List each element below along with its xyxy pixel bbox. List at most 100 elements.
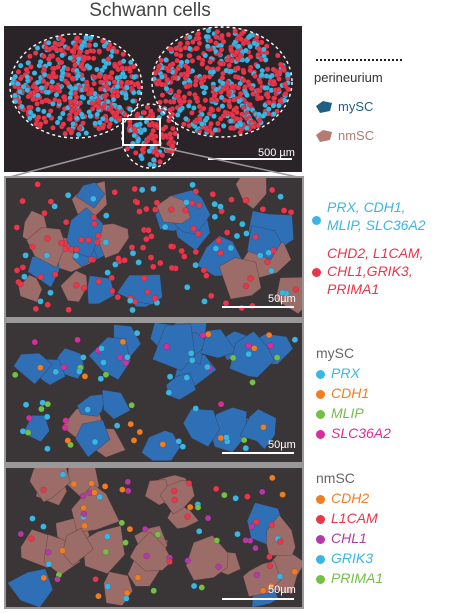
panel3-legend-item: L1CAM [316, 510, 383, 526]
transcript-dot [259, 206, 267, 213]
perineurium-label: perineurium [314, 70, 383, 85]
transcript-dot [17, 280, 24, 288]
cell-dot [262, 56, 269, 63]
cell-dot [177, 107, 184, 113]
cell-dot [202, 84, 209, 91]
transcript-dot [242, 282, 250, 290]
panel-nmsc-image: 50µm [6, 468, 302, 607]
cell-dot [169, 143, 176, 149]
overview-scale-bar [208, 158, 292, 160]
cell-dot [163, 85, 170, 92]
transcript-dot [268, 186, 276, 194]
cell-dot [189, 110, 195, 116]
cell-dot [122, 111, 128, 118]
cell-dot [71, 98, 78, 105]
transcript-dot [44, 400, 51, 408]
cell-dot [67, 116, 73, 122]
transcript-dot [104, 269, 111, 276]
cell-dot [193, 45, 199, 52]
cell-dot [235, 85, 242, 91]
transcript-dot [130, 437, 138, 444]
transcript-dot [268, 521, 275, 529]
cell-dot [78, 63, 84, 70]
cell-dot [218, 94, 225, 101]
transcript-dot [51, 203, 58, 210]
transcript-dot [249, 302, 256, 310]
panel2-gene-label: CDH1 [331, 385, 370, 401]
cell-dot [178, 71, 185, 78]
cell-dot [55, 64, 62, 70]
transcript-dot [150, 185, 157, 193]
cell-dot [247, 67, 253, 74]
cell-dot [238, 36, 244, 42]
cell-dot [258, 95, 265, 101]
cell-dot [183, 115, 189, 122]
nmsc-legend-item: nmSC [314, 128, 404, 143]
cell-dot [244, 92, 250, 98]
cell-dot [83, 86, 89, 93]
cell-segment [29, 468, 71, 503]
cell-dot [57, 47, 64, 53]
cell-dot [86, 64, 93, 71]
cell-dot [135, 138, 141, 144]
cell-dot [170, 99, 177, 105]
panel3-gene-label: GRIK3 [331, 550, 374, 566]
cell-dot [220, 123, 227, 129]
transcript-dot [92, 576, 99, 583]
transcript-dot [76, 368, 83, 375]
transcript-dot [259, 587, 267, 594]
transcript-dot [168, 243, 175, 250]
cell-dot [45, 56, 52, 62]
cell-dot [120, 71, 126, 77]
transcript-dot [31, 338, 38, 346]
transcript-dot [104, 533, 111, 540]
cell-dot [256, 111, 262, 118]
transcript-dot [194, 504, 202, 511]
cell-dot [229, 112, 236, 119]
cell-dot [75, 56, 82, 62]
cell-dot [260, 46, 267, 53]
cell-dot [146, 121, 153, 128]
cell-dot [96, 48, 103, 54]
transcript-dot [291, 568, 299, 575]
transcript-dot [179, 443, 187, 450]
transcript-dot [198, 584, 205, 591]
transcript-dot [276, 573, 284, 580]
cell-dot [68, 108, 75, 115]
cell-dot [215, 65, 221, 72]
transcript-dot [212, 485, 220, 493]
cell-dot [64, 80, 71, 86]
cell-dot [25, 60, 31, 66]
cell-dot [23, 66, 30, 73]
transcript-dot [267, 342, 274, 349]
transcript-dot [157, 259, 164, 267]
cell-segment [129, 531, 173, 572]
panel2-heading: mySC [316, 345, 355, 361]
cell-dot [55, 56, 61, 63]
transcript-dot [128, 244, 136, 251]
transcript-dot [222, 300, 230, 307]
cell-dot [35, 114, 42, 121]
cell-segment [239, 408, 277, 450]
cell-dot [68, 129, 75, 136]
cell-dot [264, 66, 271, 73]
cell-dot [43, 45, 50, 51]
cell-dot [150, 157, 157, 163]
transcript-dot [133, 199, 141, 206]
transcript-dot [60, 364, 68, 371]
transcript-dot [52, 271, 59, 278]
transcript-dot [37, 364, 44, 371]
cell-dot [218, 46, 225, 53]
transcript-dot [102, 239, 109, 246]
transcript-dot [133, 329, 141, 337]
transcript-dot [244, 493, 251, 500]
transcript-dot [109, 287, 116, 295]
transcript-dot [199, 332, 207, 339]
cell-dot [256, 45, 262, 52]
panel3-gene-label: CDH2 [331, 490, 370, 506]
cell-dot [204, 43, 211, 50]
cell-dot [196, 55, 202, 61]
transcript-dot [150, 587, 157, 595]
transcript-dot [183, 199, 190, 206]
cell-dot [255, 51, 261, 58]
